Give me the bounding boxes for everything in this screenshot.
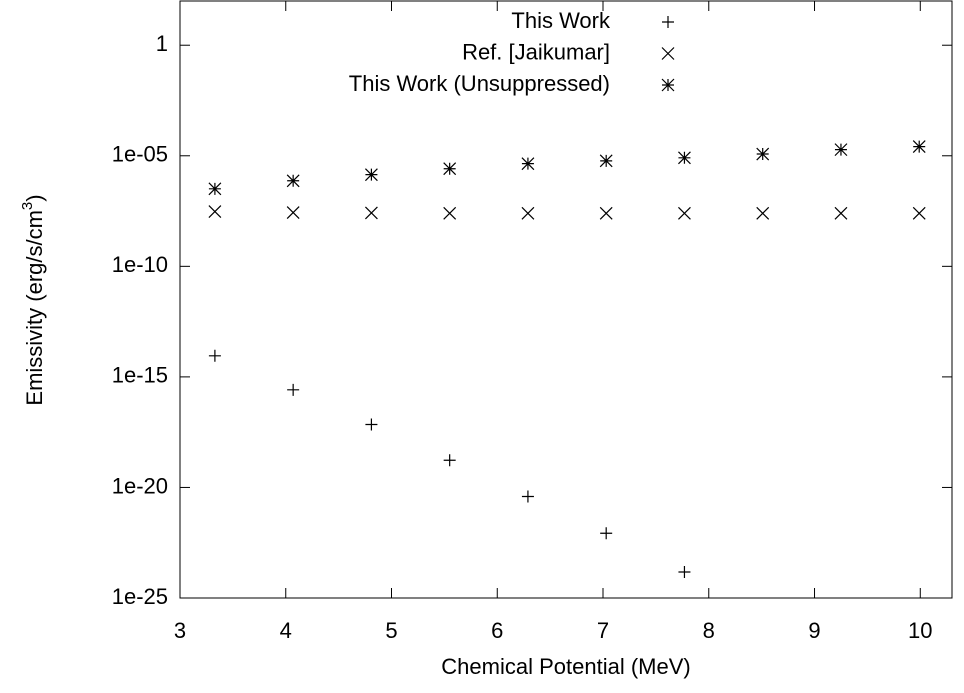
legend-marker (661, 78, 675, 92)
y-tick-label: 1 (156, 31, 168, 56)
point (521, 490, 534, 503)
point (912, 206, 926, 220)
y-axis-label-main: Emissivity (erg/s/cm (22, 210, 47, 406)
plot-frame (179, 0, 953, 599)
point (756, 147, 770, 161)
point (364, 206, 378, 220)
point (208, 182, 222, 196)
point (600, 527, 613, 540)
y-axis-label-sup: 3 (19, 202, 36, 210)
x-tick-label: 7 (597, 618, 609, 643)
legend-marker (661, 47, 675, 60)
point (599, 154, 613, 168)
point (678, 206, 691, 220)
point (756, 206, 770, 220)
point (678, 151, 691, 165)
x-tick-label: 6 (491, 618, 503, 643)
point (365, 418, 378, 431)
x-tick-label: 4 (280, 618, 292, 643)
point (834, 206, 848, 220)
x-tick-label: 5 (385, 618, 397, 643)
point (443, 454, 456, 467)
x-tick-label: 10 (908, 618, 932, 643)
y-tick-label: 1e-10 (112, 252, 168, 277)
point (599, 206, 613, 220)
point (912, 140, 926, 154)
legend-marker (662, 16, 674, 28)
point (678, 565, 691, 578)
point (521, 206, 535, 220)
point (286, 174, 300, 188)
point (521, 157, 535, 171)
y-axis-label-end: ) (22, 194, 47, 201)
x-tick-label: 3 (174, 618, 186, 643)
point (443, 206, 457, 220)
legend-label: This Work (511, 8, 611, 33)
point (443, 162, 457, 176)
point (834, 143, 848, 157)
point (286, 206, 300, 219)
point (208, 349, 221, 362)
legend-label: Ref. [Jaikumar] (462, 39, 610, 64)
y-tick-label: 1e-15 (112, 363, 168, 388)
y-tick-label: 1e-05 (112, 142, 168, 167)
y-tick-label: 1e-25 (112, 584, 168, 609)
x-tick-label: 9 (808, 618, 820, 643)
point (364, 168, 378, 182)
point (208, 205, 222, 218)
x-tick-label: 8 (703, 618, 715, 643)
point (287, 383, 300, 396)
y-tick-label: 1e-20 (112, 473, 168, 498)
legend-label: This Work (Unsuppressed) (349, 71, 610, 96)
x-axis-label: Chemical Potential (MeV) (441, 654, 690, 679)
y-axis-label: Emissivity (erg/s/cm3) (19, 194, 47, 405)
